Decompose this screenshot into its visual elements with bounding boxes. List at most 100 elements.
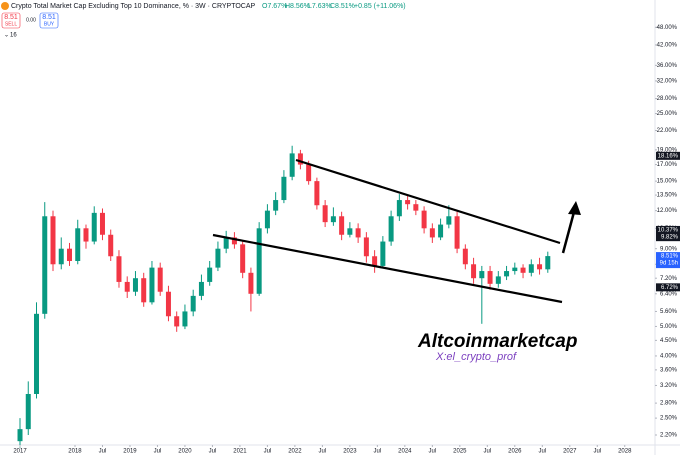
candle-body: [25, 393, 31, 430]
candle-body: [462, 248, 468, 265]
candle-body: [174, 316, 180, 327]
x-tick-label: 2018: [68, 449, 82, 455]
y-tick-label: 2.80%: [660, 401, 678, 407]
candle-body: [355, 228, 361, 238]
candle-body: [91, 212, 97, 242]
candle-body: [83, 228, 89, 242]
candle-body: [223, 237, 229, 249]
sell-price: 8.51: [4, 14, 18, 21]
y-tick-label: 15.00%: [657, 179, 678, 185]
x-tick-label: 2027: [563, 449, 577, 455]
candle-body: [339, 216, 345, 235]
candle-body: [504, 271, 510, 277]
y-tick-label: 17.00%: [657, 162, 678, 168]
candle-body: [421, 210, 427, 229]
candle-body: [124, 281, 130, 292]
candle-body: [66, 248, 72, 262]
indicator-count: 16: [10, 33, 17, 39]
y-tick-label: 4.00%: [660, 354, 678, 360]
candle-body: [438, 224, 444, 238]
x-tick-label: 2024: [398, 449, 412, 455]
price-marker-label: 8.51%: [661, 254, 679, 260]
price-marker: [656, 233, 680, 242]
handle: X:el_crypto_prof: [435, 351, 517, 363]
x-tick-label: 2019: [123, 449, 137, 455]
y-tick-label: 12.00%: [657, 208, 678, 214]
sell-button[interactable]: [1, 12, 21, 29]
symbol-title: Crypto Total Market Cap Excluding Top 10…: [11, 3, 256, 10]
candle-body: [479, 271, 485, 279]
price-marker-label: 18.16%: [658, 153, 679, 159]
candle-body: [512, 267, 518, 272]
x-tick-label: Jul: [264, 449, 272, 455]
candle-body: [297, 153, 303, 165]
candle-body: [75, 228, 81, 262]
buy-price: 8.51: [42, 14, 56, 21]
trend-line: [295, 158, 561, 245]
change: +0.85 (+11.06%): [354, 3, 406, 10]
candle-body: [314, 181, 320, 206]
candle-body: [330, 216, 336, 223]
candle-body: [528, 264, 534, 273]
y-tick-label: 48.00%: [657, 25, 678, 31]
candle-body: [34, 313, 40, 394]
price-marker: [656, 252, 680, 269]
candle-body: [248, 272, 254, 294]
candle-body: [207, 267, 213, 282]
brand: Altcoinmarketcap: [417, 331, 577, 352]
candle-body: [405, 200, 411, 205]
y-tick-label: 28.00%: [657, 96, 678, 102]
candle-body: [132, 278, 138, 292]
y-tick-label: 6.40%: [660, 291, 678, 297]
candle-body: [537, 264, 543, 270]
y-tick-label: 2.50%: [660, 416, 678, 422]
trend-line: [212, 233, 563, 304]
candle-body: [182, 311, 188, 327]
x-tick-label: Jul: [99, 449, 107, 455]
candle-body: [446, 216, 452, 225]
y-tick-label: 5.60%: [660, 309, 678, 315]
y-tick-label: 22.00%: [657, 128, 678, 134]
countdown: 9d 15h: [660, 261, 678, 267]
y-tick-label: 36.00%: [657, 63, 678, 69]
candle-body: [380, 241, 386, 266]
candle-body: [413, 204, 419, 211]
x-tick-label: 2023: [343, 449, 357, 455]
candle-body: [149, 267, 155, 303]
y-tick-label: 25.00%: [657, 111, 678, 117]
price-marker-label: 6.72%: [661, 285, 679, 291]
candle-body: [141, 278, 147, 303]
candle-body: [289, 153, 295, 177]
spread: 0.00: [26, 17, 36, 23]
candle-body: [454, 216, 460, 249]
candle-body: [99, 212, 105, 235]
ohlc: O7.67%: [262, 3, 287, 10]
x-tick-label: 2020: [178, 449, 192, 455]
x-tick-label: Jul: [593, 449, 601, 455]
x-tick-label: 2028: [618, 449, 632, 455]
y-tick-label: 3.20%: [660, 383, 678, 389]
x-tick-label: Jul: [154, 449, 162, 455]
buy-button[interactable]: [39, 12, 59, 29]
candle-body: [487, 271, 493, 284]
candle-body: [388, 216, 394, 242]
candle-body: [42, 216, 48, 314]
candle-body: [264, 210, 270, 229]
candle-body: [471, 264, 477, 279]
candle-body: [58, 248, 64, 265]
candle-body: [372, 256, 378, 266]
candle-body: [190, 295, 196, 312]
indicator-toggle[interactable]: ⌄: [4, 33, 9, 39]
candle-body: [165, 291, 171, 317]
arrow-head: [568, 201, 581, 215]
y-tick-label: 5.00%: [660, 324, 678, 330]
candle-body: [520, 267, 526, 273]
y-tick-label: 3.60%: [660, 367, 678, 373]
x-tick-label: 2025: [453, 449, 467, 455]
drawings: [212, 158, 581, 304]
candle-body: [116, 256, 122, 282]
x-tick-label: Jul: [483, 449, 491, 455]
price-marker: [656, 225, 680, 234]
candle-body: [17, 429, 23, 442]
